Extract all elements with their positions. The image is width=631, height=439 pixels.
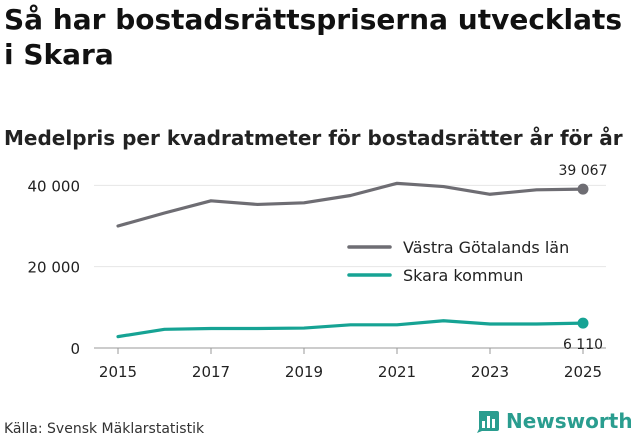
end-value-label-0: 39 067 (559, 163, 608, 179)
x-tick-label-1: 2017 (192, 363, 230, 381)
line-chart: 0 20 000 40 000 2015 2017 2019 2021 2023 2025 39… (28, 163, 608, 381)
legend-label-0: Västra Götalands län (403, 238, 569, 257)
y-tick-label-2: 40 000 (28, 177, 81, 195)
series-lines (116, 181, 589, 339)
series-line-0 (116, 181, 585, 228)
x-tick-label-5: 2025 (564, 363, 602, 381)
data-labels: 39 067 6 110 (559, 163, 608, 353)
y-tick-label-1: 20 000 (28, 259, 81, 277)
x-tick-label-4: 2023 (471, 363, 509, 381)
x-tick-label-3: 2021 (378, 363, 416, 381)
x-tick-label-2: 2019 (285, 363, 323, 381)
legend-label-1: Skara kommun (403, 266, 523, 285)
x-tick-label-0: 2015 (99, 363, 137, 381)
chart-subtitle: Medelpris per kvadratmeter för bostadsrä… (4, 126, 623, 150)
legend: Västra Götalands län Skara kommun (347, 238, 569, 285)
brand-name: Newsworthy (506, 409, 631, 433)
axes: 0 20 000 40 000 2015 2017 2019 2021 2023 2025 (28, 177, 606, 381)
series-end-point-0 (577, 183, 589, 195)
end-value-label-1: 6 110 (563, 337, 603, 353)
y-tick-label-0: 0 (70, 340, 80, 358)
series-end-point-1 (577, 317, 589, 329)
series-line-1 (116, 319, 585, 339)
source-note: Källa: Svensk Mäklarstatistik (4, 421, 205, 437)
bar-chart-icon (477, 411, 499, 433)
brand-logo: Newsworthy (476, 409, 631, 433)
chart-title: Så har bostadsrättspriserna utvecklats i… (4, 3, 623, 71)
